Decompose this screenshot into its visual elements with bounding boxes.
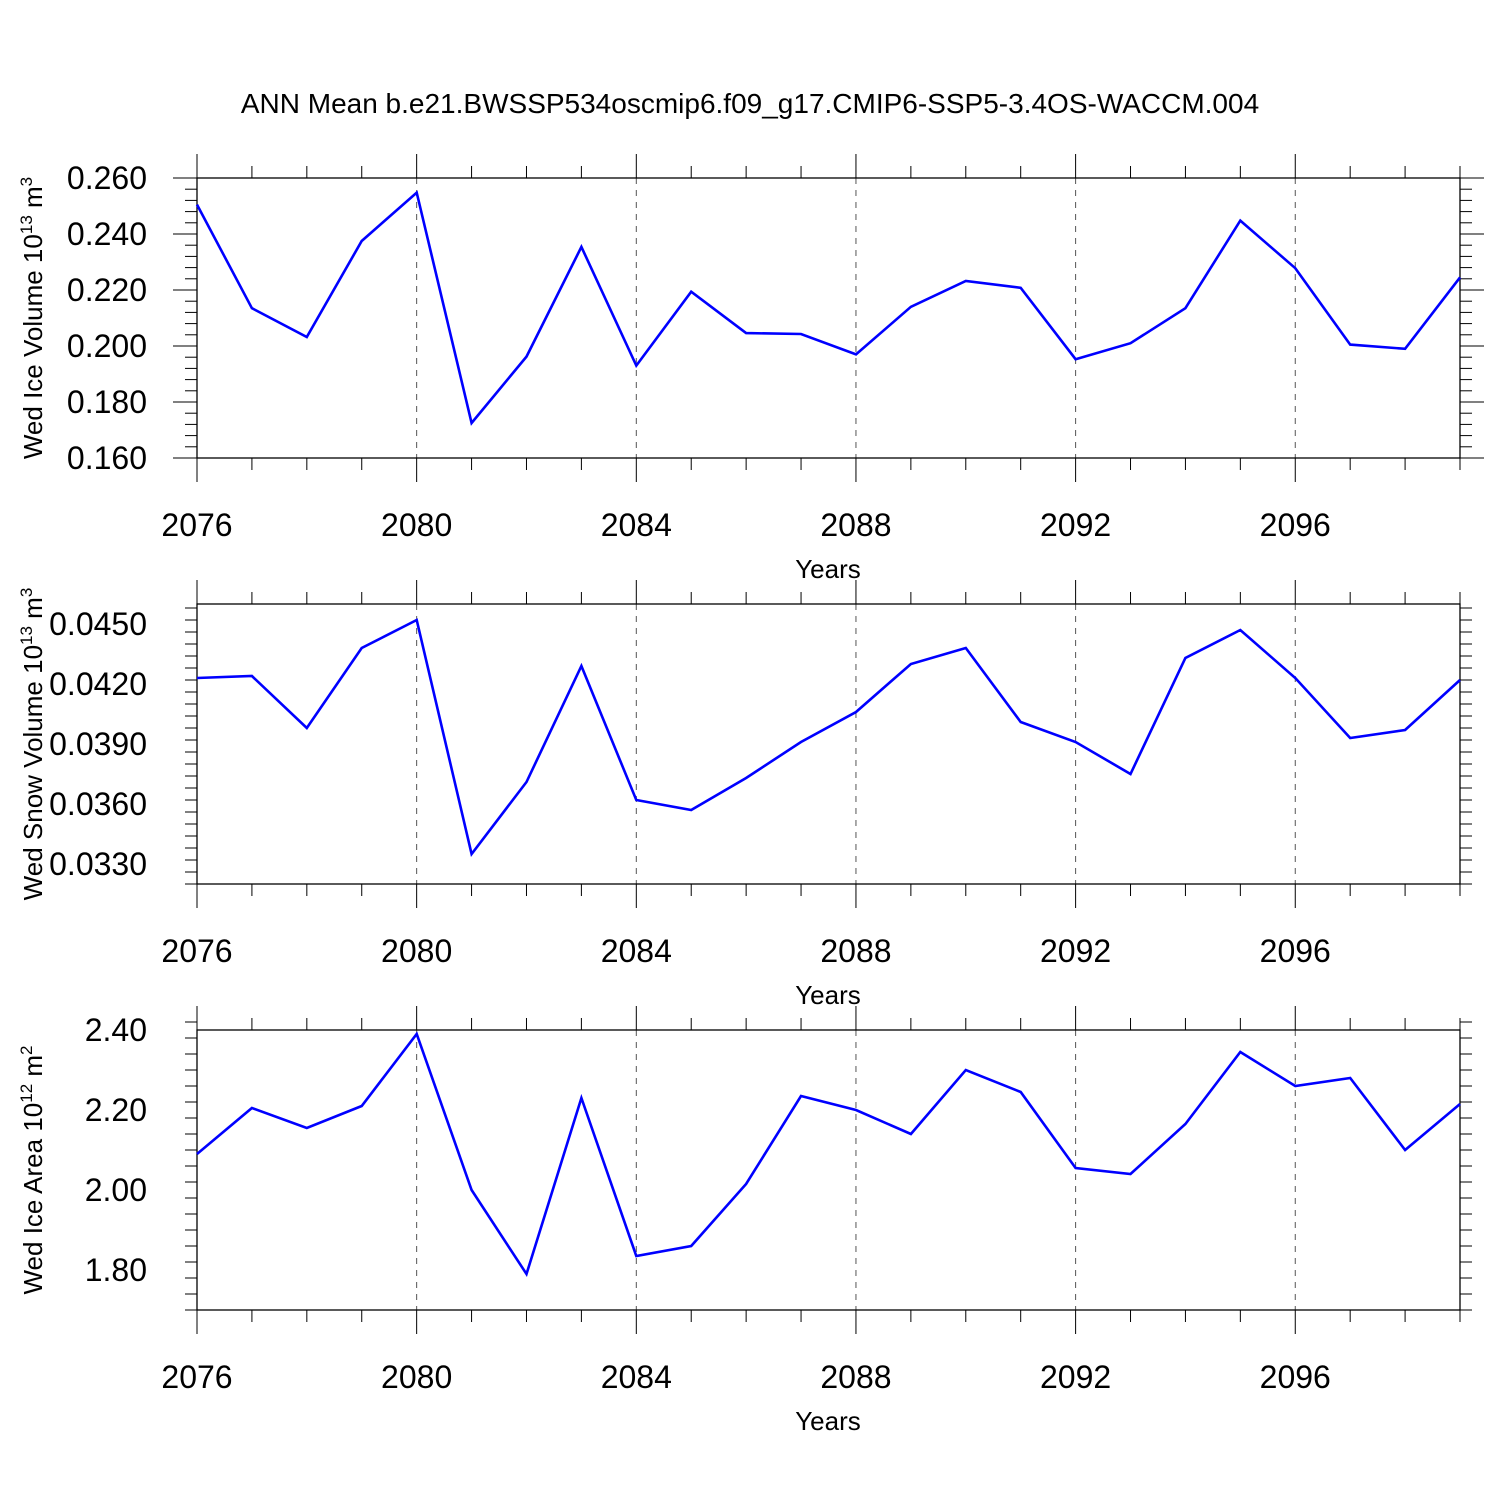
y-tick-label: 0.200: [67, 328, 147, 364]
x-tick-label: 2076: [161, 507, 232, 543]
x-tick-label: 2092: [1040, 933, 1111, 969]
y-axis-label: Wed Ice Area 1012 m2: [17, 1045, 48, 1294]
panel-snow-volume: 0.0330 0.0360 0.0390 0.0420 0.0450 2076 2080 20…: [17, 580, 1472, 1010]
x-axis-label: Years: [795, 554, 861, 584]
plot-frame: [196, 1029, 1461, 1311]
x-tick-label: 2088: [820, 507, 891, 543]
x-tick-label: 2076: [161, 933, 232, 969]
x-tick-label: 2080: [381, 507, 452, 543]
x-tick-label: 2088: [820, 933, 891, 969]
y-tick-label: 2.20: [85, 1092, 147, 1128]
y-tick-label: 0.0360: [49, 786, 147, 822]
data-line-series: [196, 618, 1461, 857]
x-tick-label: 2092: [1040, 1359, 1111, 1395]
y-tick-label: 0.260: [67, 160, 147, 196]
y-tick-label: 0.0390: [49, 726, 147, 762]
x-tick-label: 2084: [601, 933, 672, 969]
x-tick-label: 2084: [601, 507, 672, 543]
y-tick-label: 0.0420: [49, 666, 147, 702]
x-axis-label: Years: [795, 980, 861, 1010]
y-tick-label: 0.180: [67, 384, 147, 420]
plot-frame: [196, 603, 1461, 885]
y-axis-label: Wed Snow Volume 1013 m3: [17, 588, 48, 901]
x-tick-label: 2084: [601, 1359, 672, 1395]
x-axis-label: Years: [795, 1406, 861, 1436]
panel-ice-volume: 0.160 0.180 0.200 0.220 0.240 0.260 2076 2080 20…: [17, 154, 1484, 584]
chart-title: ANN Mean b.e21.BWSSP534oscmip6.f09_g17.C…: [240, 88, 1260, 119]
y-axis-label: Wed Ice Volume 1013 m3: [17, 177, 48, 459]
y-tick-label: 0.220: [67, 272, 147, 308]
plot-frame: [196, 177, 1461, 459]
x-tick-label: 2080: [381, 933, 452, 969]
y-tick-label: 0.0450: [49, 606, 147, 642]
x-tick-label: 2080: [381, 1359, 452, 1395]
y-tick-label: 0.0330: [49, 846, 147, 882]
x-tick-label: 2092: [1040, 507, 1111, 543]
y-tick-label: 0.240: [67, 216, 147, 252]
data-line-series: [195, 190, 1462, 426]
y-tick-label: 2.00: [85, 1172, 147, 1208]
x-tick-label: 2088: [820, 1359, 891, 1395]
y-tick-label: 2.40: [85, 1012, 147, 1048]
y-tick-label: 1.80: [85, 1252, 147, 1288]
x-tick-label: 2096: [1260, 507, 1331, 543]
x-tick-label: 2096: [1260, 1359, 1331, 1395]
x-tick-label: 2076: [161, 1359, 232, 1395]
y-tick-label: 0.160: [67, 440, 147, 476]
x-tick-label: 2096: [1260, 933, 1331, 969]
panel-ice-area: 1.80 2.00 2.20 2.40 2076 2080 2084 2088 2092 2096…: [17, 1006, 1472, 1436]
data-line-series: [196, 1031, 1461, 1278]
